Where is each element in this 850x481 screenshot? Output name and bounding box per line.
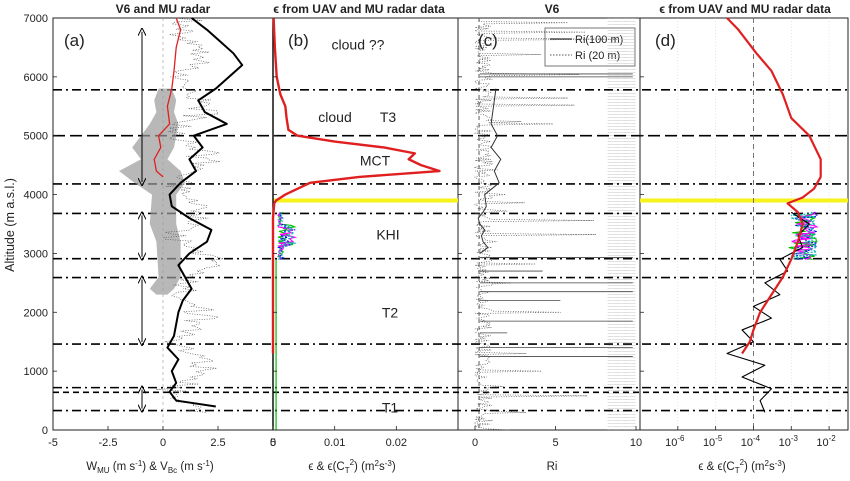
panel-d-uav-trace-0 [788, 212, 818, 260]
panel-d-x-tick-label: 10-2 [816, 434, 836, 449]
panel-b-annotation-3: MCT [360, 152, 391, 168]
y-tick-label: 5000 [24, 131, 48, 143]
panel-a-x-tick-label: 2.5 [210, 437, 225, 449]
panel-b-annotation-4: KHI [376, 227, 399, 243]
panel-a-xlabel: WMU (m s-1) & VBc (m s-1) [86, 459, 214, 475]
panel-c-title: V6 [545, 2, 560, 16]
panel-d-x-tick-label: 10-5 [703, 434, 723, 449]
panel-d-frame [639, 17, 849, 431]
panel-b-title: ϵ from UAV and MU radar data [273, 2, 445, 16]
y-tick-label: 1000 [24, 366, 48, 378]
panel-a-dotted-profile [155, 18, 224, 413]
panel-d-uav-trace-1 [791, 211, 819, 260]
panel-c: V6 (c) Ri Ri(100 m) Ri (20 m) [478, 2, 636, 473]
panel-a-label: (a) [64, 31, 85, 50]
panel-b-x-tick-label: 0.02 [386, 437, 407, 449]
y-tick-label: 0 [42, 425, 48, 437]
panel-d-epsilon-black-line [726, 211, 810, 413]
panel-a-spread-band [119, 88, 185, 295]
panel-d-x-tick-label: 10-6 [665, 434, 685, 449]
panel-d-uav-trace-2 [791, 211, 819, 260]
panel-d-x-tick-label: 10-4 [741, 434, 761, 449]
y-tick-label: 7000 [24, 13, 48, 25]
panel-c-xlabel: Ri [547, 461, 558, 473]
panel-b-label: (b) [288, 31, 309, 50]
panel-d-x-tick-label: 10-3 [779, 434, 799, 449]
panel-c-legend: Ri(100 m) Ri (20 m) [544, 27, 636, 67]
panel-a-wmu-line [153, 17, 182, 178]
ri-100m-line [477, 88, 502, 254]
panel-c-x-tick-label: 10 [630, 437, 642, 449]
panel-b-x-tick-label: 0 [270, 437, 276, 449]
panel-b-uav-trace-0 [276, 211, 297, 260]
panel-c-x-tick-label: 5 [552, 437, 558, 449]
ri-20m-line [473, 17, 619, 431]
panel-a-x-tick-label: -5 [48, 437, 58, 449]
panel-b-uav-trace-3 [277, 212, 296, 260]
y-axis-label: Altitude (m a.s.l.) [3, 178, 17, 272]
panel-a-x-tick-label: 5 [270, 437, 276, 449]
panel-d-xlabel: ϵ & ϵ(CT2) (m2s-3) [698, 458, 785, 475]
panel-b-annotation-5: T2 [382, 304, 399, 320]
panel-d-title: ϵ from UAV and MU radar data [659, 2, 831, 16]
panel-a-title: V6 and MU radar [116, 2, 211, 16]
panel-a-x-tick-label: -2.5 [99, 437, 118, 449]
panel-b-xlabel: ϵ & ϵ(CT2) (m2s-3) [308, 458, 395, 475]
y-tick-label: 6000 [24, 72, 48, 84]
panel-b-annotation-2: T3 [380, 109, 397, 125]
panel-a-x-tick-label: 0 [160, 437, 166, 449]
panel-b: ϵ from UAV and MU radar data (b) ϵ & ϵ(C… [273, 2, 445, 475]
panel-a: V6 and MU radar (a) WMU (m s-1) & VBc (m… [64, 2, 214, 475]
panel-d: ϵ from UAV and MU radar data (d) ϵ & ϵ(C… [655, 2, 831, 475]
panel-b-x-tick-label: 0.01 [324, 437, 345, 449]
panel-c-x-tick-label: 0 [472, 437, 478, 449]
panel-b-uav-trace-1 [276, 211, 296, 260]
panel-b-annotation-6: T1 [382, 400, 399, 416]
y-tick-label: 4000 [24, 190, 48, 202]
legend-ri100: Ri(100 m) [575, 34, 623, 46]
panel-b-frame [272, 17, 459, 431]
y-tick-label: 3000 [24, 248, 48, 260]
panel-b-epsilon-line [271, 17, 441, 354]
panel-b-annotation-1: cloud [318, 109, 351, 125]
y-tick-label: 2000 [24, 307, 48, 319]
panel-c-frame [457, 17, 641, 431]
legend-box [544, 27, 636, 67]
panel-d-label: (d) [655, 31, 676, 50]
panel-a-vbc-line [166, 17, 244, 408]
legend-ri20: Ri (20 m) [575, 50, 620, 62]
panel-b-annotation-0: cloud ?? [332, 36, 385, 52]
panel-d-epsilon-red-line [726, 17, 822, 355]
